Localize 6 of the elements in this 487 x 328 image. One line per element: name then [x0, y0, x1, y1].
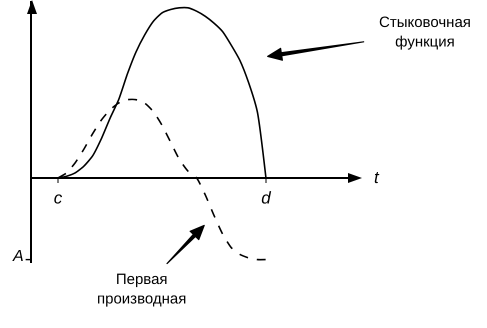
x-tick-label: d	[261, 188, 272, 208]
text: Первая производная	[97, 271, 186, 308]
x-tick-label: c	[54, 188, 63, 208]
text: Стыковочная функция	[379, 14, 471, 50]
ref-line-label: A	[12, 248, 24, 265]
x-axis-title: t	[374, 168, 380, 187]
